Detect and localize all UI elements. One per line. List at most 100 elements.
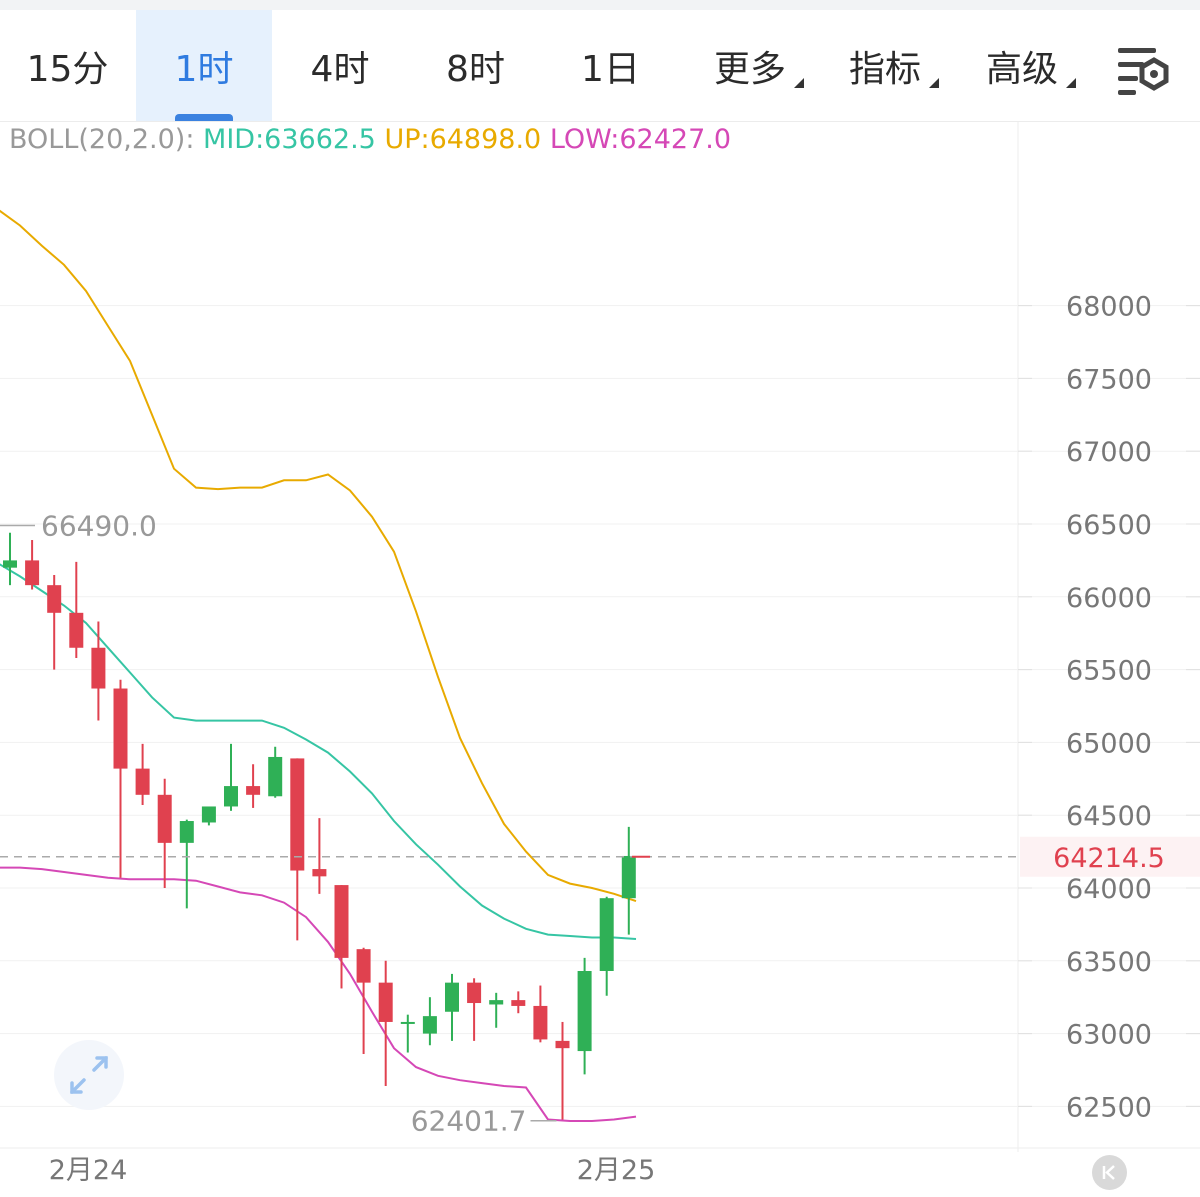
candle bbox=[25, 540, 40, 590]
jump-to-start-icon bbox=[1102, 1165, 1115, 1180]
tab-4h[interactable]: 4时 bbox=[272, 10, 408, 121]
candle-body-down bbox=[312, 869, 327, 877]
tab-label: 高级 bbox=[985, 48, 1058, 90]
tab-indicators[interactable]: 指标 bbox=[825, 10, 945, 121]
tab-label: 15分 bbox=[26, 48, 109, 90]
candle-body-down bbox=[113, 688, 128, 769]
y-tick-label: 63000 bbox=[1066, 1020, 1152, 1051]
boll-low: LOW:62427.0 bbox=[549, 124, 732, 155]
candle bbox=[157, 778, 172, 888]
candle-body-down bbox=[334, 885, 349, 958]
candle-body-up bbox=[400, 1021, 415, 1024]
candle bbox=[113, 679, 128, 878]
expand-chart-button[interactable] bbox=[54, 1040, 124, 1110]
tab-8h[interactable]: 8时 bbox=[408, 10, 543, 121]
y-tick-label: 64500 bbox=[1066, 801, 1152, 832]
tab-advanced[interactable]: 高级 bbox=[962, 10, 1082, 121]
candle bbox=[312, 818, 327, 894]
candle bbox=[555, 1021, 570, 1120]
x-tick-label: 2月24 bbox=[49, 1155, 128, 1186]
boll-mid-line bbox=[0, 563, 637, 940]
candle-body-down bbox=[91, 647, 106, 689]
candle bbox=[179, 819, 194, 909]
tab-label: 8时 bbox=[446, 48, 505, 90]
y-tick-label: 63500 bbox=[1066, 947, 1152, 978]
timeframe-tabbar: 15分 1时 4时 8时 1日 更多 指标 高级 bbox=[0, 10, 1200, 122]
y-tick-label: 66500 bbox=[1066, 510, 1152, 541]
y-tick-label: 67500 bbox=[1066, 364, 1152, 395]
candle bbox=[334, 885, 349, 989]
candle-body-down bbox=[511, 1000, 526, 1006]
candle-body-down bbox=[356, 949, 371, 983]
candle bbox=[533, 985, 548, 1043]
candle bbox=[577, 957, 592, 1075]
candle-body-up bbox=[201, 806, 216, 823]
candle bbox=[69, 561, 84, 658]
tab-1h[interactable]: 1时 bbox=[136, 10, 272, 121]
candle-body-down bbox=[378, 982, 393, 1022]
candle-body-down bbox=[467, 982, 482, 1004]
candle-body-up bbox=[599, 898, 614, 971]
y-tick-label: 66000 bbox=[1066, 583, 1152, 614]
candle-body-up bbox=[179, 821, 194, 843]
candle bbox=[599, 896, 614, 996]
candle bbox=[378, 960, 393, 1087]
dropdown-corner-icon bbox=[929, 78, 939, 88]
candle-body-up bbox=[422, 1016, 437, 1034]
candle bbox=[201, 806, 216, 826]
candle-body-down bbox=[135, 768, 150, 795]
candle bbox=[246, 764, 261, 808]
candle bbox=[422, 997, 437, 1046]
candlestick-chart[interactable]: 68000 67500 67000 66500 66000 65500 65000 64500… bbox=[0, 122, 1200, 1197]
tab-label: 4时 bbox=[310, 48, 370, 90]
boll-mid: MID:63662.5 bbox=[203, 124, 376, 155]
candles bbox=[3, 532, 636, 1120]
tab-label: 1时 bbox=[174, 48, 234, 90]
tab-label: 指标 bbox=[848, 48, 921, 90]
top-strip bbox=[0, 0, 1200, 10]
y-tick-label: 62500 bbox=[1066, 1092, 1152, 1123]
y-tick-label: 65500 bbox=[1066, 656, 1152, 687]
grid-layer bbox=[0, 122, 1200, 1152]
candle bbox=[511, 991, 526, 1014]
candle bbox=[47, 574, 62, 670]
candle bbox=[3, 532, 17, 586]
active-tab-indicator bbox=[175, 114, 233, 121]
candle-body-up bbox=[224, 786, 238, 807]
current-price-label-bg bbox=[1020, 836, 1200, 877]
candle-body-down bbox=[290, 758, 305, 871]
candle bbox=[400, 1014, 415, 1053]
candle-body-up bbox=[489, 1000, 504, 1005]
y-axis: 68000 67500 67000 66500 66000 65500 65000 64500… bbox=[1066, 292, 1152, 1124]
candle-body-down bbox=[47, 585, 62, 613]
x-tick-label: 2月25 bbox=[577, 1155, 656, 1186]
high-price-label: 66490.0 bbox=[41, 509, 157, 542]
current-price-label: 64214.5 bbox=[1053, 843, 1165, 874]
candle-body-up bbox=[3, 560, 17, 568]
tab-15m[interactable]: 15分 bbox=[0, 10, 135, 121]
candle-body-down bbox=[157, 794, 172, 843]
boll-up-line bbox=[0, 209, 637, 903]
chart-settings-icon[interactable] bbox=[1112, 42, 1172, 102]
dropdown-corner-icon bbox=[794, 78, 804, 88]
candle bbox=[356, 947, 371, 1054]
candle bbox=[445, 973, 459, 1041]
candle-body-down bbox=[246, 786, 261, 795]
candle bbox=[621, 826, 636, 935]
candle bbox=[290, 758, 305, 941]
boll-low-line bbox=[0, 866, 637, 1122]
candle bbox=[268, 746, 283, 798]
boll-name: BOLL(20,2.0): bbox=[9, 124, 195, 155]
low-price-label: 62401.7 bbox=[411, 1105, 527, 1138]
candle-body-up bbox=[268, 756, 283, 797]
candle bbox=[135, 743, 150, 806]
tab-1d[interactable]: 1日 bbox=[543, 10, 678, 121]
candle-body-up bbox=[621, 855, 636, 899]
tab-label: 1日 bbox=[581, 48, 640, 90]
scroll-to-latest-button[interactable] bbox=[1092, 1155, 1127, 1190]
candle-body-down bbox=[555, 1040, 570, 1049]
candle-body-down bbox=[533, 1005, 548, 1040]
boll-legend: BOLL(20,2.0): MID:63662.5 UP:64898.0 LOW… bbox=[9, 124, 731, 155]
tab-more[interactable]: 更多 bbox=[690, 10, 810, 121]
y-tick-label: 65000 bbox=[1066, 728, 1152, 759]
